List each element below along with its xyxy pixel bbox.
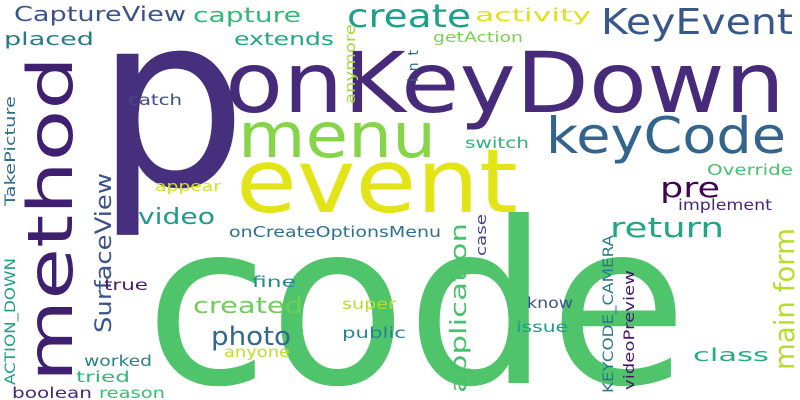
word-capture: capture bbox=[193, 3, 301, 27]
word-know: know bbox=[527, 294, 573, 312]
word-Override: Override bbox=[707, 161, 793, 179]
word-ACTION_DOWN: ACTION_DOWN bbox=[3, 258, 19, 385]
word-pre: pre bbox=[660, 171, 720, 204]
word-reason: reason bbox=[99, 384, 165, 400]
word-public: public bbox=[342, 324, 406, 342]
word-code: code bbox=[145, 175, 688, 400]
word-class: class bbox=[693, 345, 769, 366]
word-boolean: boolean bbox=[12, 384, 92, 400]
word-worked: worked bbox=[84, 352, 152, 370]
word-video: video bbox=[138, 205, 215, 230]
word-method: method bbox=[14, 56, 87, 382]
word-videoPreview: videoPreview bbox=[622, 270, 638, 390]
word-p: p bbox=[95, 0, 247, 242]
word-true: true bbox=[104, 276, 148, 294]
word-photo: photo bbox=[211, 322, 291, 352]
word-onKeyDown: onKeyDown bbox=[225, 34, 785, 132]
word-case: case bbox=[474, 214, 490, 256]
word-CaptureView: CaptureView bbox=[14, 2, 186, 26]
word-SurfaceView: SurfaceView bbox=[92, 173, 117, 333]
word-created: created bbox=[193, 294, 303, 319]
word-activity: activity bbox=[475, 5, 592, 26]
word-event: event bbox=[236, 130, 518, 233]
word-implement: implement bbox=[678, 196, 772, 214]
word-getAction: getAction bbox=[433, 30, 523, 46]
word-switch: switch bbox=[465, 134, 529, 152]
word-application: application bbox=[447, 223, 472, 393]
word-placed: placed bbox=[4, 29, 94, 50]
word-anymore: anymore bbox=[343, 24, 359, 104]
word-return: return bbox=[610, 211, 724, 244]
word-onCreateOptionsMenu: onCreateOptionsMenu bbox=[229, 223, 441, 241]
word-appear: appear bbox=[155, 179, 221, 195]
word-tried: tried bbox=[76, 368, 130, 386]
word-anyone: anyone bbox=[224, 343, 290, 361]
word-super: super bbox=[342, 295, 397, 313]
word-menu: menu bbox=[238, 99, 436, 172]
word-KEYCODE_CAMERA: KEYCODE_CAMERA bbox=[601, 234, 617, 393]
word-extends: extends bbox=[234, 29, 334, 50]
word-fine: fine bbox=[252, 273, 296, 291]
word-catch: catch bbox=[128, 91, 182, 109]
word-create: create bbox=[347, 0, 471, 35]
word-issue: issue bbox=[516, 318, 568, 336]
word-keyCode: keyCode bbox=[546, 107, 786, 165]
word-KeyEvent: KeyEvent bbox=[601, 2, 793, 43]
word-TakePicture: TakePicture bbox=[3, 96, 19, 207]
word-main-form: main form bbox=[768, 228, 800, 370]
